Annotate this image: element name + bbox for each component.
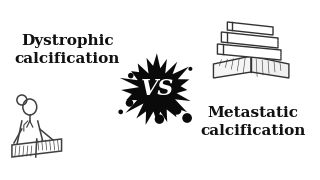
Polygon shape [12, 139, 61, 157]
Text: Metastatic
calcification: Metastatic calcification [200, 106, 306, 138]
Circle shape [128, 73, 133, 78]
Polygon shape [213, 56, 251, 78]
Circle shape [182, 113, 192, 123]
Polygon shape [227, 22, 273, 35]
Circle shape [118, 110, 123, 114]
Polygon shape [221, 32, 278, 48]
Polygon shape [120, 53, 191, 125]
Circle shape [173, 106, 181, 115]
Circle shape [155, 114, 164, 124]
Text: VS: VS [141, 78, 174, 100]
Polygon shape [251, 56, 289, 78]
Circle shape [155, 83, 162, 90]
Polygon shape [217, 44, 281, 60]
Circle shape [188, 67, 192, 71]
Text: Dystrophic
calcification: Dystrophic calcification [15, 34, 120, 66]
Circle shape [126, 99, 133, 107]
